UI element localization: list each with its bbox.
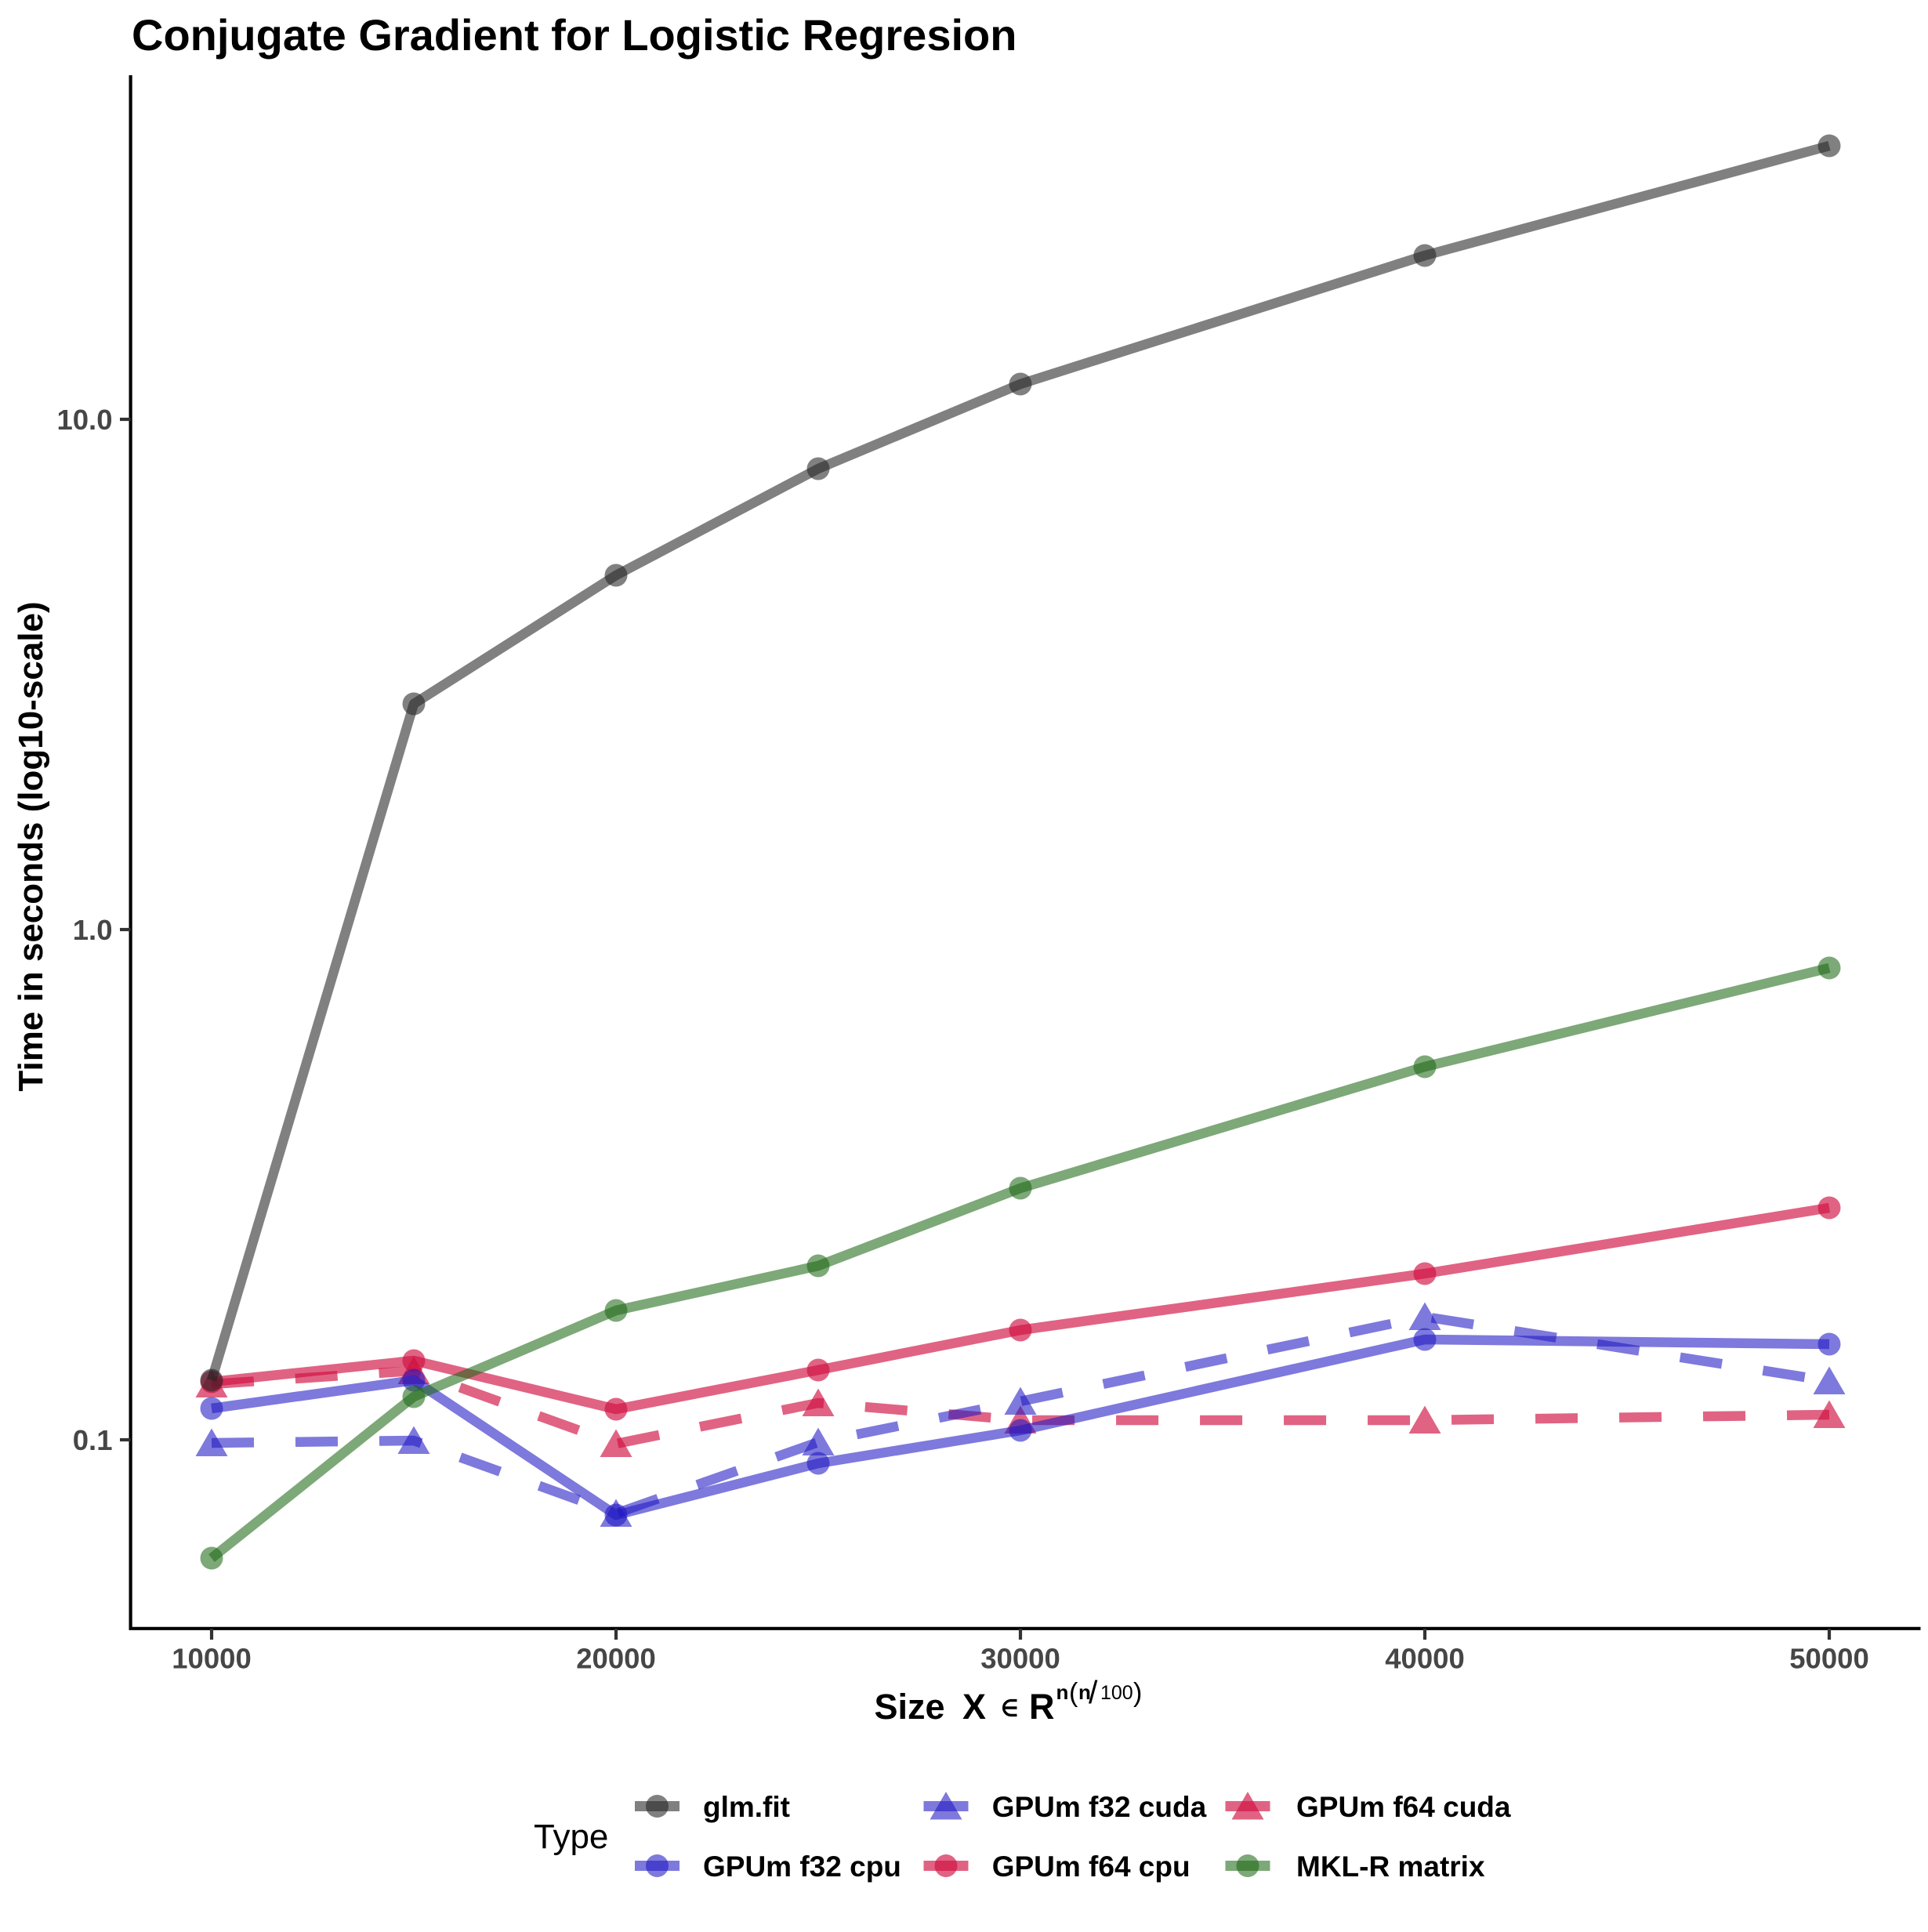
svg-text:GPUm f32 cuda: GPUm f32 cuda (992, 1791, 1207, 1823)
svg-text:n: n (1056, 1680, 1069, 1704)
svg-text:10000: 10000 (172, 1643, 252, 1675)
svg-text:/: / (1089, 1674, 1098, 1710)
svg-text:Type: Type (534, 1818, 608, 1856)
svg-text:0.1: 0.1 (73, 1424, 113, 1456)
svg-text:Conjugate Gradient for Logisti: Conjugate Gradient for Logistic Regresio… (132, 10, 1017, 60)
svg-text:50000: 50000 (1789, 1643, 1869, 1675)
svg-text:): ) (1133, 1678, 1142, 1708)
svg-text:30000: 30000 (980, 1643, 1060, 1675)
svg-text:GPUm f64 cuda: GPUm f64 cuda (1296, 1791, 1511, 1823)
svg-text:MKL-R matrix: MKL-R matrix (1296, 1850, 1485, 1883)
svg-text:R: R (1029, 1687, 1055, 1727)
svg-text:glm.fit: glm.fit (703, 1791, 790, 1823)
svg-text:GPUm f64 cpu: GPUm f64 cpu (992, 1850, 1191, 1883)
svg-text:20000: 20000 (576, 1643, 656, 1675)
svg-text:GPUm f32 cpu: GPUm f32 cpu (703, 1850, 901, 1883)
svg-text:X: X (962, 1687, 986, 1727)
svg-text:10.0: 10.0 (56, 404, 112, 436)
svg-text:Time in seconds (log10-scale): Time in seconds (log10-scale) (12, 601, 50, 1091)
svg-text:Size: Size (875, 1687, 945, 1727)
svg-text:n: n (1078, 1680, 1091, 1704)
svg-text:(: ( (1069, 1678, 1078, 1708)
svg-text:40000: 40000 (1385, 1643, 1465, 1675)
svg-text:100: 100 (1100, 1682, 1133, 1704)
svg-text:1.0: 1.0 (73, 914, 113, 946)
